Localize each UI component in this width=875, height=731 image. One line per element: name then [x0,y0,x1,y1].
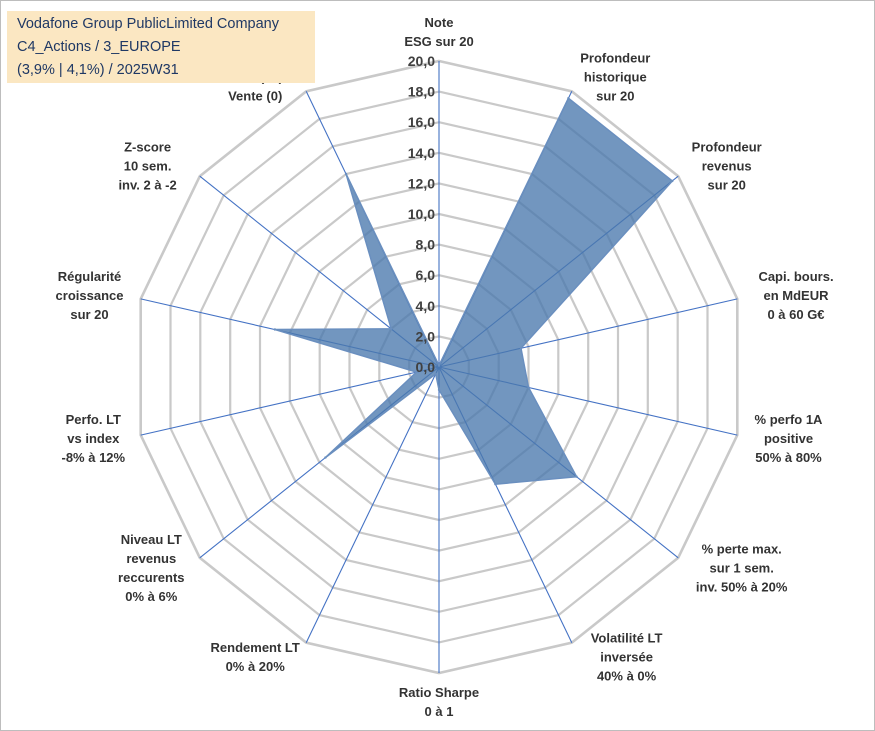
series-point [671,179,674,183]
axis-spoke [140,366,440,436]
axis-label: Capi. bours. en MdEUR 0 à 60 G€ [758,269,833,322]
tick-label: 10,0 [408,206,435,222]
axis-spoke [305,366,440,643]
series-point [324,456,327,459]
tick-label: 16,0 [408,114,435,130]
tick-label: 8,0 [416,237,436,253]
radar-series [273,97,674,486]
axis-label: Régularité croissance sur 20 [56,269,124,322]
series-point [437,388,441,392]
tick-label: 18,0 [408,84,435,100]
tick-label: 0,0 [416,359,436,375]
axis-label: Note ESG sur 20 [404,15,473,49]
axis-label: Niveau LT revenus reccurents 0% à 6% [118,532,184,604]
axis-label: Perfo. LT vs index -8% à 12% [62,412,126,465]
tick-label: 6,0 [416,267,436,283]
axis-label: % perfo 1A positive 50% à 80% [755,412,824,465]
period-info: (3,9% | 4,1%) / 2025W31 [17,62,179,78]
axis-label: Volatilité LT inversée 40% à 0% [591,631,663,684]
tick-label: 20,0 [408,53,435,69]
tick-label: 4,0 [416,298,436,314]
series-point [344,172,348,176]
axis-label: % perte max. sur 1 sem. inv. 50% à 20% [696,541,788,594]
category-path: C4_Actions / 3_EUROPE [17,39,181,55]
axis-label: Profondeur historique sur 20 [580,50,650,103]
series-point [273,328,277,331]
axis-label: Ratio Sharpe 0 à 1 [399,685,479,719]
series-point [567,97,570,100]
tick-label: 14,0 [408,145,435,161]
series-point [437,364,441,367]
series-point [390,327,393,330]
company-name: Vodafone Group PublicLimited Company [17,16,279,32]
series-point [575,475,578,478]
series-point [527,386,530,389]
chart-title-box: Vodafone Group PublicLimited Company C4_… [7,11,315,83]
radar-axis-labels: Note ESG sur 20 Profondeur historique sur 20… [56,15,834,719]
axis-label: Rendement LT 0% à 20% [211,640,300,674]
radar-tick-labels: 0,0 2,0 4,0 6,0 8,0 10,0 12,0 14,0 16,0 18,0 20,0 [408,53,435,375]
axis-label: Z-score 10 sem. inv. 2 à -2 [118,140,176,193]
series-point [519,347,523,350]
axis-label: Profondeur revenus sur 20 [692,140,762,193]
series-point [494,483,497,486]
tick-label: 12,0 [408,175,435,191]
series-point [415,370,418,374]
tick-label: 2,0 [416,328,436,344]
series-point [434,372,437,376]
